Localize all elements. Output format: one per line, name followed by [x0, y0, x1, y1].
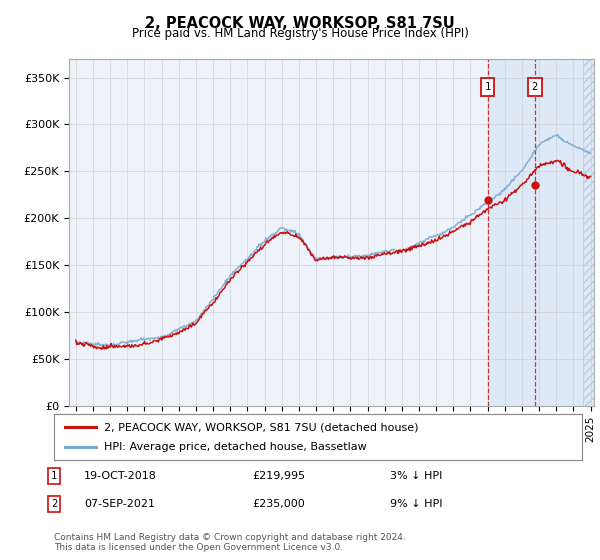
Text: 2, PEACOCK WAY, WORKSOP, S81 7SU (detached house): 2, PEACOCK WAY, WORKSOP, S81 7SU (detach…: [104, 422, 419, 432]
Text: 07-SEP-2021: 07-SEP-2021: [84, 499, 155, 509]
Bar: [583, 59, 594, 406]
Text: 2, PEACOCK WAY, WORKSOP, S81 7SU: 2, PEACOCK WAY, WORKSOP, S81 7SU: [145, 16, 455, 31]
Text: 3% ↓ HPI: 3% ↓ HPI: [390, 471, 442, 481]
Bar: [488, 59, 594, 406]
Text: Contains HM Land Registry data © Crown copyright and database right 2024.: Contains HM Land Registry data © Crown c…: [54, 533, 406, 542]
Bar: [583, 59, 594, 406]
Text: Price paid vs. HM Land Registry's House Price Index (HPI): Price paid vs. HM Land Registry's House …: [131, 27, 469, 40]
Text: 1: 1: [51, 471, 57, 481]
Text: £235,000: £235,000: [252, 499, 305, 509]
Text: 2: 2: [532, 82, 538, 92]
Text: 19-OCT-2018: 19-OCT-2018: [84, 471, 157, 481]
Text: HPI: Average price, detached house, Bassetlaw: HPI: Average price, detached house, Bass…: [104, 442, 367, 452]
Text: This data is licensed under the Open Government Licence v3.0.: This data is licensed under the Open Gov…: [54, 543, 343, 552]
Text: 9% ↓ HPI: 9% ↓ HPI: [390, 499, 443, 509]
Text: £219,995: £219,995: [252, 471, 305, 481]
Text: 2: 2: [51, 499, 57, 509]
Text: 1: 1: [485, 82, 491, 92]
